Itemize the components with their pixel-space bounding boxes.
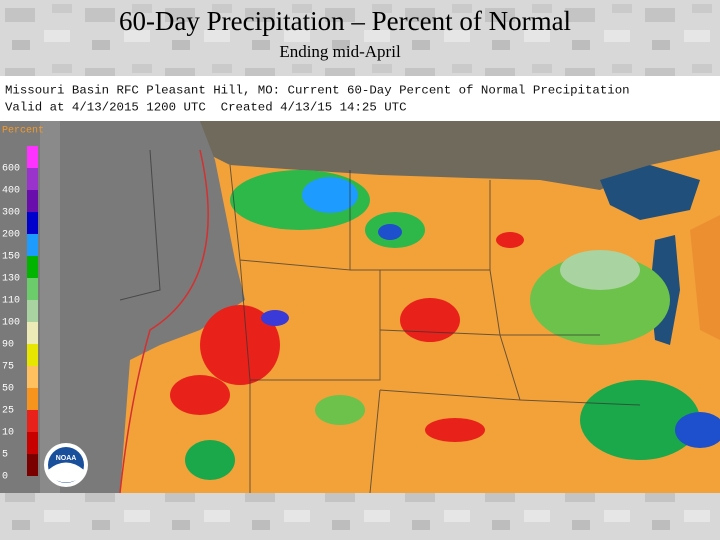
slide-title: 60-Day Precipitation – Percent of Normal bbox=[119, 6, 571, 36]
logo-text: NOAA bbox=[56, 455, 77, 462]
map-panel: Missouri Basin RFC Pleasant Hill, MO: Cu… bbox=[0, 76, 720, 494]
legend: Percent 60040030020015013011010090755025… bbox=[0, 121, 44, 493]
legend-label: 10 bbox=[2, 428, 14, 439]
legend-label: 25 bbox=[2, 406, 14, 417]
legend-label: 400 bbox=[2, 186, 20, 197]
legend-swatch bbox=[27, 322, 38, 344]
legend-label: 130 bbox=[2, 274, 20, 285]
legend-swatch bbox=[27, 432, 38, 454]
legend-label: 90 bbox=[2, 340, 14, 351]
map-header bbox=[0, 76, 720, 121]
legend-title: Percent bbox=[2, 126, 44, 137]
noaa-logo: NOAA bbox=[44, 443, 88, 487]
legend-swatch bbox=[27, 388, 38, 410]
legend-label: 100 bbox=[2, 318, 20, 329]
legend-label: 0 bbox=[2, 472, 8, 483]
legend-swatch bbox=[27, 212, 38, 234]
legend-label: 300 bbox=[2, 208, 20, 219]
map-image bbox=[40, 121, 720, 494]
legend-swatch bbox=[27, 410, 38, 432]
legend-swatch bbox=[27, 256, 38, 278]
legend-swatch bbox=[27, 300, 38, 322]
legend-swatch bbox=[27, 234, 38, 256]
legend-label: 75 bbox=[2, 362, 14, 373]
slide-subtitle: Ending mid-April bbox=[279, 42, 401, 61]
map-header-line: Missouri Basin RFC Pleasant Hill, MO: Cu… bbox=[5, 83, 630, 97]
legend-label: 150 bbox=[2, 252, 20, 263]
legend-label: 110 bbox=[2, 296, 20, 307]
legend-swatch bbox=[27, 190, 38, 212]
legend-label: 600 bbox=[2, 164, 20, 175]
legend-swatch bbox=[27, 278, 38, 300]
legend-swatch bbox=[27, 344, 38, 366]
legend-swatch bbox=[27, 366, 38, 388]
legend-swatch bbox=[27, 168, 38, 190]
legend-swatch bbox=[27, 454, 38, 476]
legend-label: 200 bbox=[2, 230, 20, 241]
legend-swatch bbox=[27, 146, 38, 168]
map-header-line: Valid at 4/13/2015 1200 UTC Created 4/13… bbox=[5, 100, 407, 114]
legend-label: 50 bbox=[2, 384, 14, 395]
legend-label: 5 bbox=[2, 450, 8, 461]
